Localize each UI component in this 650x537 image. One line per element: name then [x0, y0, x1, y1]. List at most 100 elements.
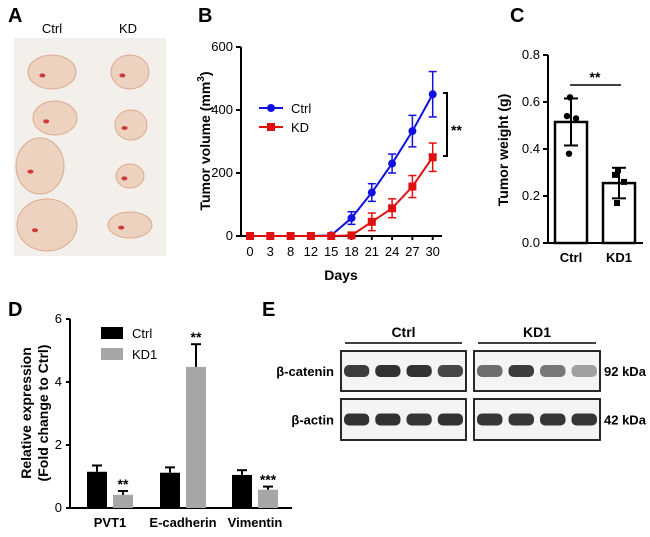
series-line-kd [250, 156, 434, 237]
blot-group-label: Ctrl [391, 324, 415, 340]
blot-band [375, 365, 401, 377]
blood-spot [121, 176, 128, 181]
blood-spot [39, 73, 46, 78]
panel-label-b: B [198, 5, 212, 27]
data-point [388, 204, 397, 213]
x-tick-label: Vimentin [228, 515, 283, 530]
blood-spot [32, 228, 38, 233]
y-tick-label: 0.2 [522, 188, 540, 203]
bar-vimentin-ctrl [232, 474, 252, 508]
significance-label: ** [191, 329, 202, 345]
blot-band [437, 365, 463, 377]
blot-band [375, 413, 401, 426]
relative-expression-chart: 0 2 4 6 Relative expression (Fold change to C… [18, 311, 292, 530]
series-line-ctrl [250, 93, 434, 237]
data-point [408, 182, 417, 191]
molecular-weight-label: 42 kDa [604, 413, 647, 428]
significance-label: ** [590, 69, 601, 85]
x-tick-label: 18 [344, 244, 358, 259]
y-tick-label: 600 [211, 39, 233, 54]
data-point [306, 232, 315, 240]
y-tick-label: 0.4 [522, 141, 540, 156]
blot-band [344, 413, 370, 426]
data-point [615, 167, 621, 174]
blood-spot [121, 126, 128, 130]
data-point [327, 232, 336, 240]
tumor [107, 211, 153, 239]
data-point [408, 127, 417, 136]
data-point [566, 94, 574, 101]
y-tick-label: 400 [211, 102, 233, 117]
x-tick-label: 30 [425, 244, 439, 259]
blot-band [571, 413, 597, 426]
blood-spot [119, 73, 126, 78]
photo-ctrl-label: Ctrl [42, 21, 62, 36]
data-point [428, 153, 437, 162]
y-tick-label: 0.8 [522, 47, 540, 62]
blot-band [540, 365, 566, 377]
blot-band [508, 365, 534, 377]
significance-label: ** [118, 476, 129, 492]
legend-label: KD1 [132, 347, 157, 362]
x-tick-label: 8 [287, 244, 294, 259]
legend-label: Ctrl [132, 326, 152, 341]
y-axis-label-sup: 3 [196, 76, 207, 82]
x-tick-label: KD1 [606, 250, 632, 265]
bar-e-cadherin-kd1 [186, 366, 206, 508]
legend-marker [267, 123, 275, 131]
y-tick-label: 2 [55, 437, 62, 452]
data-point [428, 90, 437, 99]
y-tick-label: 6 [55, 311, 62, 326]
x-axis-label: Days [324, 267, 358, 283]
tumor [32, 100, 78, 136]
y-axis-label: (Fold change to Ctrl) [35, 345, 51, 482]
bar-vimentin-kd1 [258, 489, 278, 508]
data-point [563, 112, 571, 120]
blot-row-label: β-actin [291, 413, 334, 428]
bar-pvt1-kd1 [113, 494, 133, 508]
y-axis-label-text: Tumor volume (mm [197, 82, 213, 211]
y-axis-label: Relative expression [18, 347, 34, 479]
western-blot: Ctrl KD1 β-catenin 92 kDa β-actin 42 kDa [276, 324, 647, 441]
blot-band [508, 413, 534, 426]
data-point [286, 232, 295, 240]
data-point [565, 150, 573, 157]
data-point [388, 159, 397, 168]
x-tick-label: PVT1 [94, 515, 127, 530]
y-tick-label: 0.6 [522, 94, 540, 109]
blot-group-label: KD1 [523, 324, 551, 340]
x-tick-label: 3 [267, 244, 274, 259]
data-point [614, 200, 620, 207]
data-point [266, 232, 275, 240]
data-point [621, 178, 627, 185]
panel-label-e: E [262, 299, 275, 321]
panel-label-a: A [8, 5, 22, 27]
tumor [115, 163, 145, 189]
data-point [347, 214, 356, 223]
y-axis-label: Tumor weight (g) [495, 94, 511, 207]
blood-spot [27, 169, 34, 174]
legend-swatch [101, 348, 123, 360]
data-point [612, 171, 618, 178]
tumor-weight-chart: 0.0 0.2 0.4 0.6 0.8 Tumor weight (g) Ctrl KD1 ** [495, 47, 643, 265]
legend-marker [267, 104, 275, 112]
x-tick-label: 0 [246, 244, 253, 259]
data-point [367, 188, 376, 197]
data-point [246, 232, 254, 240]
y-axis-label: Tumor volume (mm3) [196, 71, 213, 210]
significance-label: ** [451, 122, 462, 138]
blot-band [477, 413, 503, 426]
blot-band [406, 413, 432, 426]
x-tick-label: 21 [365, 244, 379, 259]
x-tick-label: E-cadherin [149, 515, 216, 530]
bar-e-cadherin-ctrl [160, 472, 180, 508]
data-point [572, 115, 580, 122]
x-tick-label: 12 [304, 244, 318, 259]
blot-band [344, 365, 370, 377]
significance-label: *** [260, 472, 277, 488]
blot-band [571, 365, 597, 377]
panel-label-c: C [510, 5, 524, 27]
y-tick-label: 4 [55, 374, 62, 389]
